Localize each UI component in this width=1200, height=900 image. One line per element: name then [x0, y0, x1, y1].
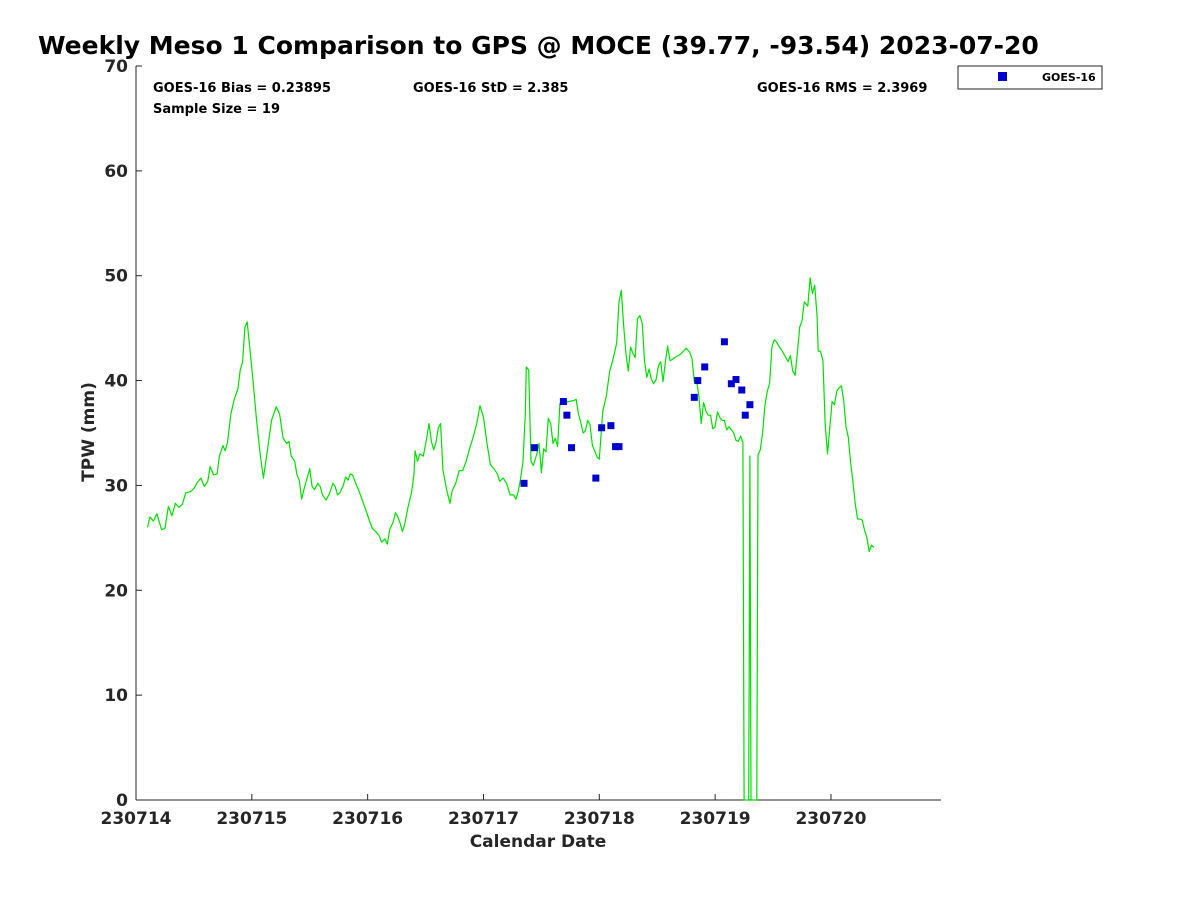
x-tick-label: 230716	[332, 809, 403, 829]
goes-16-point	[607, 422, 615, 430]
goes-16-point	[563, 411, 571, 419]
stat-sample-size: Sample Size = 19	[153, 102, 280, 117]
y-tick-label: 50	[104, 267, 128, 287]
x-axis-label: Calendar Date	[470, 832, 607, 852]
x-tick-label: 230715	[216, 809, 287, 829]
stat-bias: GOES-16 Bias = 0.23895	[153, 81, 331, 96]
goes-16-point	[732, 376, 740, 384]
legend-marker-goes-16	[998, 72, 1007, 81]
stat-rms: GOES-16 RMS = 2.3969	[757, 81, 927, 96]
series-layer	[147, 277, 875, 801]
legend: GOES-16	[957, 65, 1103, 90]
goes-16-point	[701, 363, 709, 371]
y-tick-label: 20	[104, 581, 128, 601]
goes-16-point	[694, 377, 702, 385]
legend-label-goes-16: GOES-16	[1042, 71, 1096, 84]
goes-16-point	[530, 444, 538, 452]
goes-16-point	[598, 424, 606, 432]
goes-16-point	[727, 380, 735, 388]
x-tick-label: 230718	[564, 809, 635, 829]
x-tick-label: 230720	[795, 809, 866, 829]
x-ticks: 230714 230715 230716 230717 230718 230719 2307…	[101, 794, 867, 829]
plot-area	[135, 66, 941, 801]
goes-16-point	[746, 401, 754, 409]
x-tick-label: 230719	[680, 809, 751, 829]
goes-16-point	[592, 474, 600, 482]
goes-16-point	[520, 479, 528, 487]
x-tick-label: 230714	[101, 809, 172, 829]
y-tick-label: 0	[116, 791, 128, 811]
y-tick-label: 60	[104, 162, 128, 182]
y-axis-label: TPW (mm)	[79, 382, 99, 482]
y-tick-label: 40	[104, 372, 128, 392]
chart-title: Weekly Meso 1 Comparison to GPS @ MOCE (…	[38, 31, 1039, 60]
gps-tpw-line	[147, 277, 875, 801]
stat-std: GOES-16 StD = 2.385	[413, 81, 568, 96]
y-tick-label: 70	[104, 57, 128, 77]
y-tick-label: 30	[104, 476, 128, 496]
goes-16-point	[690, 393, 698, 401]
goes-16-point	[720, 338, 728, 346]
legend-box	[957, 65, 1103, 90]
goes-16-point	[559, 398, 567, 406]
y-ticks: 0 10 20 30 40 50 60 70	[104, 57, 142, 811]
goes-16-point	[741, 411, 749, 419]
goes-16-point	[568, 444, 576, 452]
goes-16-point	[615, 443, 623, 451]
x-tick-label: 230717	[448, 809, 519, 829]
goes-16-point	[738, 386, 746, 394]
y-tick-label: 10	[104, 686, 128, 706]
